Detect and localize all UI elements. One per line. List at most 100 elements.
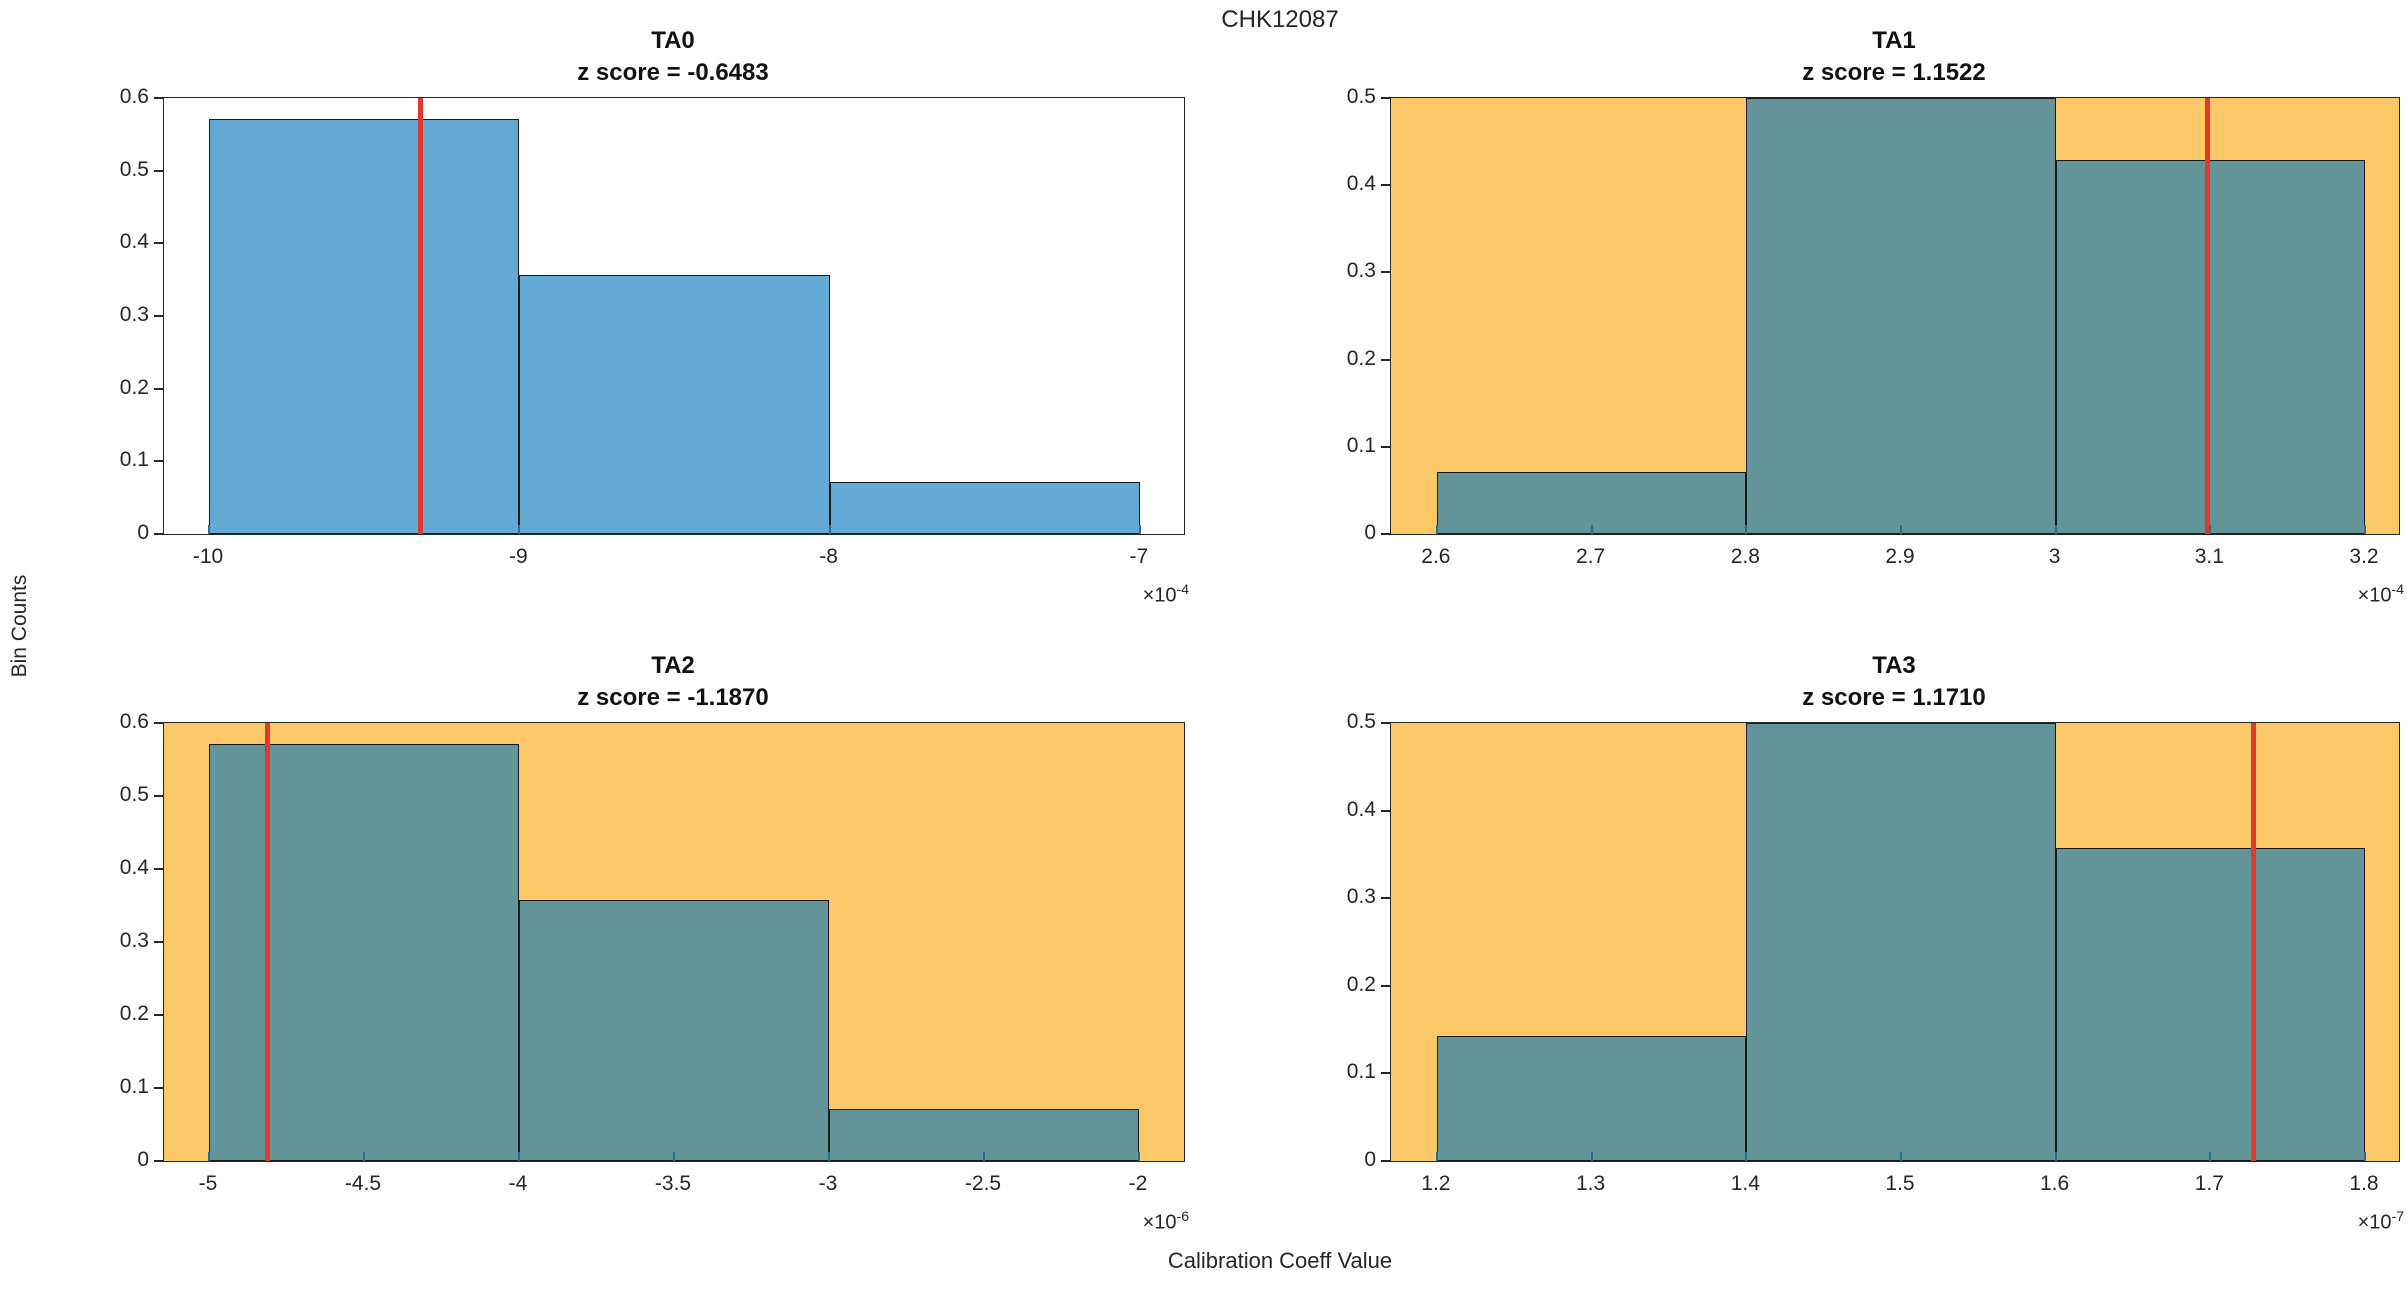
axis-offset-multiplier: ×10-6: [1143, 1208, 1189, 1235]
x-tick-label: 3.1: [2194, 545, 2224, 568]
y-tick-mark: [1381, 897, 1391, 900]
x-tick-mark: [2209, 1152, 2212, 1161]
y-tick-label: 0: [1364, 521, 1376, 544]
x-tick-mark: [518, 525, 521, 534]
x-tick-label: -2: [1128, 1172, 1148, 1195]
y-tick-label: 0.3: [119, 929, 149, 952]
x-tick-label: 2.7: [1575, 545, 1606, 568]
y-tick-label: 0.3: [119, 303, 149, 326]
x-tick-label: -2.5: [964, 1172, 1002, 1195]
x-tick-mark: [363, 1152, 365, 1161]
y-tick-label: 0.1: [1346, 433, 1376, 457]
x-tick-mark: [1590, 1152, 1593, 1161]
x-tick-label: 2.9: [1885, 545, 1915, 568]
x-tick-mark: [1900, 1152, 1902, 1161]
y-tick-label: 0: [1364, 1148, 1376, 1171]
red-marker-line: [2251, 723, 2257, 1161]
offset-exponent: -4: [1176, 581, 1189, 597]
histogram-bar: [1436, 1035, 1747, 1161]
y-tick-mark: [154, 169, 164, 172]
subplot-title-block: TA0 z score = -0.6483: [103, 25, 1243, 89]
y-tick-mark: [1381, 984, 1391, 987]
y-tick-label: 0.2: [119, 1002, 149, 1025]
y-tick-label: 0.5: [1346, 710, 1376, 733]
subplot-title: TA0: [651, 27, 695, 54]
subplot-zscore: z score = 1.1710: [1802, 684, 1986, 711]
x-tick-mark: [208, 525, 210, 534]
plot-area: [154, 722, 1185, 1162]
y-tick-mark: [1381, 445, 1391, 448]
x-tick-mark: [1138, 525, 1141, 534]
x-tick-label: 1.5: [1885, 1172, 1915, 1195]
x-tick-label: 1.3: [1575, 1172, 1606, 1195]
x-tick-label: -3: [818, 1172, 838, 1195]
y-tick-label: 0.1: [119, 1075, 149, 1098]
y-tick-mark: [154, 1160, 164, 1162]
x-tick-label: -4: [508, 1172, 528, 1195]
plot-area: [154, 97, 1185, 535]
y-tick-label: 0.4: [1346, 172, 1376, 196]
y-axis-label: Bin Counts: [8, 574, 31, 678]
subplot-ta1: TA1 z score = 1.1522 2.6 2.7 2.8 2.9 3 3.1 3.2 0 0…: [1347, 27, 2404, 607]
red-marker-line: [265, 723, 271, 1161]
x-tick-mark: [1745, 525, 1748, 534]
x-tick-label: 1.8: [2349, 1172, 2379, 1195]
offset-base: ×10: [2357, 1211, 2392, 1234]
y-tick-mark: [154, 242, 164, 245]
x-tick-mark: [828, 525, 831, 534]
y-tick-label: 0.5: [119, 157, 149, 181]
x-tick-mark: [1745, 1152, 1748, 1161]
x-tick-label: -3.5: [654, 1172, 692, 1195]
offset-exponent: -4: [2391, 581, 2404, 597]
y-tick-mark: [154, 315, 164, 317]
y-tick-label: 0: [137, 521, 149, 544]
histogram-bar: [209, 118, 520, 534]
y-tick-mark: [1381, 97, 1391, 99]
y-tick-label: 0.2: [1346, 346, 1376, 370]
red-marker-line: [2204, 98, 2210, 534]
offset-exponent: -7: [2391, 1208, 2404, 1224]
x-tick-mark: [673, 1152, 675, 1161]
x-tick-mark: [2054, 1152, 2057, 1161]
x-tick-mark: [2364, 1152, 2366, 1161]
figure-title: CHK12087: [1221, 6, 1339, 33]
y-tick-mark: [154, 868, 164, 870]
subplot-title-block: TA3 z score = 1.1710: [1330, 650, 2407, 714]
subplot-ta2: TA2 z score = -1.1870 -5 -4.5 -4 -3.5 -3 -2.5 -2…: [120, 652, 1189, 1234]
y-tick-label: 0.1: [1346, 1060, 1376, 1084]
x-tick-mark: [2364, 525, 2366, 534]
subplot-zscore: z score = -0.6483: [577, 59, 769, 86]
x-tick-label: -5: [198, 1172, 218, 1195]
subplot-ta3: TA3 z score = 1.1710 1.2 1.3 1.4 1.5 1.6 1.7 1.8…: [1347, 652, 2404, 1234]
offset-base: ×10: [2357, 584, 2392, 607]
x-tick-label: 3.2: [2349, 545, 2379, 568]
x-tick-label: -9: [508, 545, 528, 568]
x-tick-mark: [828, 1152, 830, 1161]
subplot-title: TA2: [651, 652, 695, 679]
x-tick-label: -7: [1129, 545, 1149, 568]
x-tick-mark: [983, 1152, 985, 1161]
y-tick-label: 0.4: [1346, 797, 1376, 821]
y-tick-mark: [1381, 271, 1391, 274]
y-tick-mark: [154, 1014, 164, 1016]
y-tick-mark: [154, 722, 164, 724]
x-tick-mark: [2054, 525, 2057, 534]
x-tick-label: 3: [2048, 545, 2061, 568]
offset-base: ×10: [1142, 1211, 1177, 1234]
x-tick-mark: [1590, 525, 1593, 534]
subplot-title: TA1: [1872, 27, 1916, 54]
histogram-bar: [1746, 98, 2056, 534]
y-tick-label: 0: [137, 1148, 149, 1171]
y-tick-label: 0.4: [119, 856, 149, 879]
y-tick-mark: [1381, 809, 1391, 812]
x-tick-label: 2.6: [1421, 545, 1451, 568]
histogram-bar: [2055, 848, 2365, 1161]
y-tick-label: 0.5: [119, 783, 149, 806]
y-tick-mark: [154, 1087, 164, 1089]
y-tick-label: 0.6: [119, 710, 149, 733]
x-tick-mark: [1435, 525, 1438, 534]
histogram-bar: [2055, 160, 2365, 534]
x-tick-mark: [518, 1152, 520, 1161]
axis-offset-multiplier: ×10-7: [2358, 1208, 2404, 1235]
y-tick-mark: [154, 460, 164, 463]
